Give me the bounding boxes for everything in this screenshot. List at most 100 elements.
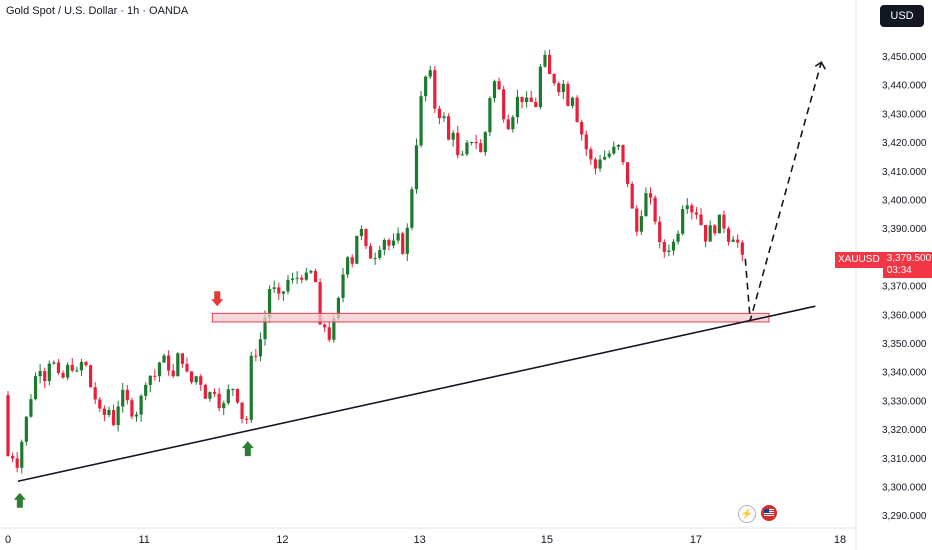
- candle-body: [690, 205, 694, 213]
- projection-arrowhead: [814, 61, 826, 70]
- candle-body: [502, 89, 506, 120]
- candle-body: [635, 208, 639, 232]
- candle-body: [157, 362, 162, 377]
- candle-body: [667, 250, 671, 252]
- candle-body: [84, 361, 88, 366]
- candle-body: [713, 225, 717, 234]
- candle-body: [474, 142, 478, 144]
- candle-body: [437, 108, 442, 119]
- candle-body: [93, 387, 97, 400]
- candle-body: [148, 375, 152, 385]
- candle-body: [286, 279, 290, 292]
- candle-body: [121, 389, 125, 407]
- candle-body: [295, 277, 299, 279]
- candle-body: [208, 392, 212, 399]
- candle-body: [189, 371, 194, 383]
- price-tick-label: 3,350.000: [882, 339, 927, 350]
- candle-body: [460, 154, 464, 156]
- projection-path[interactable]: [744, 62, 823, 321]
- price-tick-label: 3,330.000: [882, 396, 927, 407]
- candle-body: [446, 116, 451, 140]
- candle-body: [176, 353, 180, 377]
- candle-body: [717, 214, 721, 234]
- time-axis[interactable]: 0 11 12 13 15 17 18: [5, 534, 846, 546]
- candle-body: [639, 216, 643, 232]
- candle-body: [79, 361, 84, 371]
- candle-body: [648, 193, 653, 198]
- candle-body: [318, 282, 322, 325]
- candle-body: [268, 288, 272, 318]
- candle-body: [644, 193, 648, 217]
- symbol-label: XAUUSD: [835, 252, 883, 268]
- candle-body: [736, 239, 740, 243]
- candle-body: [662, 242, 666, 252]
- candle-body: [603, 156, 607, 160]
- candle-body: [726, 228, 731, 242]
- candle-body: [731, 239, 735, 242]
- candle-body: [625, 162, 630, 184]
- lightning-icon[interactable]: ⚡: [738, 505, 756, 523]
- candle-body: [511, 117, 515, 130]
- candle-body: [456, 132, 460, 156]
- candle-body: [24, 416, 28, 442]
- candle-body: [722, 214, 726, 229]
- candle-body: [685, 205, 689, 210]
- price-tick-label: 3,300.000: [882, 483, 927, 494]
- candle-body: [29, 399, 33, 417]
- price-axis[interactable]: 3,290.000 3,300.000 3,310.000 3,320.000 3,33…: [882, 52, 927, 522]
- currency-button[interactable]: USD: [880, 5, 924, 27]
- candle-body: [469, 142, 474, 144]
- time-tick-label: 12: [276, 534, 288, 546]
- candle-body: [515, 96, 520, 118]
- candle-body: [740, 242, 744, 255]
- candle-body: [281, 291, 285, 294]
- candle-body: [410, 189, 414, 228]
- candle-body: [235, 388, 240, 403]
- candle-body: [497, 81, 501, 90]
- candle-body: [593, 159, 598, 169]
- candle-body: [290, 278, 295, 280]
- candle-body: [391, 240, 396, 246]
- candle-body: [33, 376, 38, 400]
- candle-body: [552, 74, 556, 84]
- candle-body: [598, 159, 602, 169]
- trendline[interactable]: [17, 305, 816, 483]
- candle-body: [272, 287, 276, 289]
- candle-body: [612, 146, 616, 154]
- candle-body: [570, 97, 575, 106]
- candle-body: [111, 410, 116, 426]
- support-zone[interactable]: [211, 312, 770, 323]
- candle-body: [38, 371, 42, 377]
- candle-body: [194, 376, 198, 383]
- candle-body: [483, 132, 487, 153]
- candle-body: [589, 149, 593, 160]
- down-arrow-marker: [211, 291, 224, 307]
- candle-body: [203, 384, 207, 399]
- candle-body: [616, 144, 621, 147]
- candle-body: [492, 81, 497, 99]
- us-flag-icon[interactable]: [761, 505, 777, 521]
- candle-body: [488, 98, 492, 133]
- candle-body: [309, 271, 313, 273]
- candle-body: [240, 402, 244, 419]
- candle-body: [222, 403, 226, 409]
- time-tick-label: 17: [690, 534, 702, 546]
- candle-body: [694, 212, 699, 215]
- candle-body: [323, 324, 327, 328]
- candle-body: [217, 393, 221, 409]
- candle-body: [52, 362, 56, 364]
- candle-body: [139, 395, 143, 415]
- candle-body: [10, 455, 15, 459]
- candle-body: [304, 272, 308, 280]
- time-tick-label: 11: [138, 534, 149, 546]
- price-tick-label: 3,290.000: [882, 511, 927, 522]
- candle-body: [584, 134, 588, 150]
- candle-body: [231, 388, 235, 390]
- candle-body: [547, 54, 552, 75]
- candle-body: [538, 66, 542, 108]
- candle-body: [580, 121, 584, 135]
- candle-body: [70, 364, 74, 371]
- candle-body: [364, 228, 368, 247]
- candle-body: [185, 363, 189, 372]
